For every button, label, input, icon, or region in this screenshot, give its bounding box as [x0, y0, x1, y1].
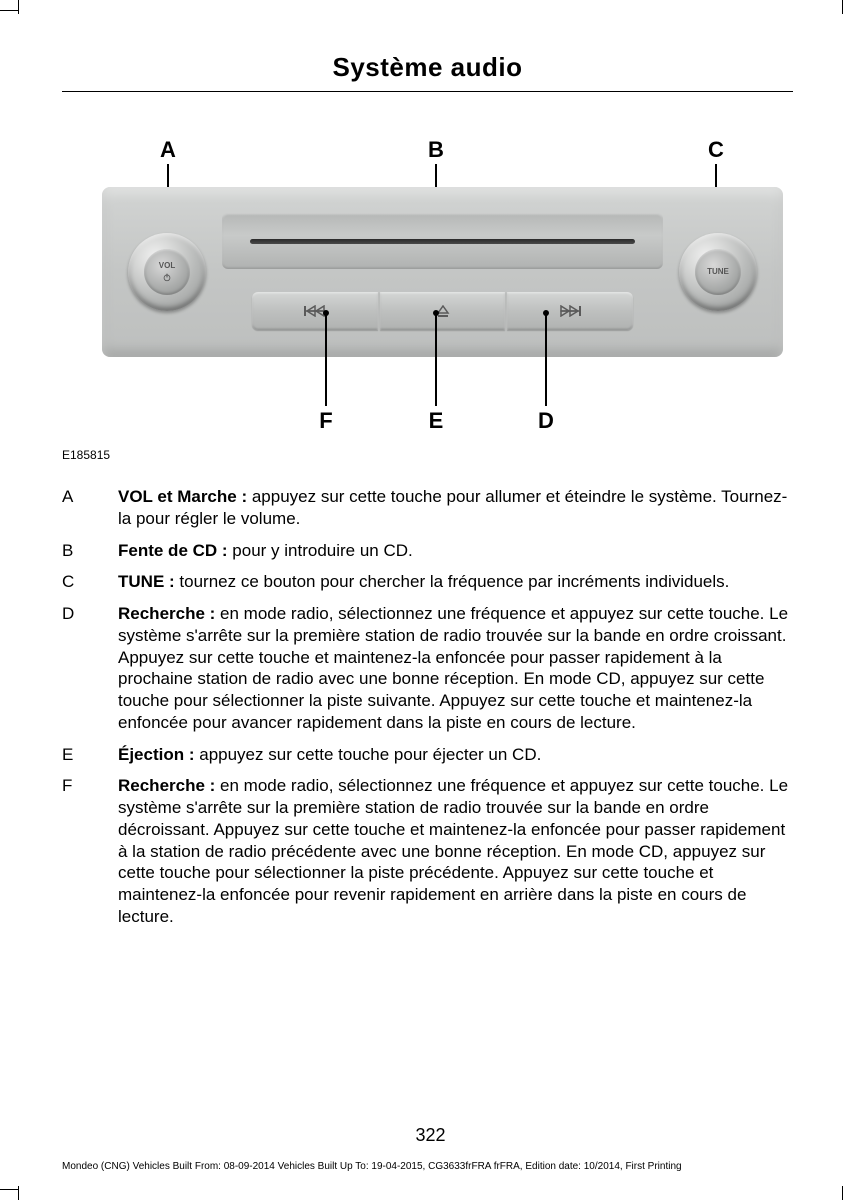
def-text: Éjection : appuyez sur cette touche pour…	[118, 744, 793, 766]
manual-page: Système audio A B C VOL	[0, 0, 861, 1200]
def-text: Fente de CD : pour y introduire un CD.	[118, 540, 793, 562]
footer-text: Mondeo (CNG) Vehicles Built From: 08-09-…	[62, 1161, 793, 1172]
def-letter: F	[62, 775, 118, 927]
def-letter: B	[62, 540, 118, 562]
def-text: Recherche : en mode radio, sélectionnez …	[118, 775, 793, 927]
def-letter: A	[62, 486, 118, 530]
page-title: Système audio	[62, 52, 793, 83]
button-row	[252, 292, 633, 330]
def-letter: E	[62, 744, 118, 766]
def-text: VOL et Marche : appuyez sur cette touche…	[118, 486, 793, 530]
callout-e: E	[424, 408, 448, 434]
def-row: A VOL et Marche : appuyez sur cette touc…	[62, 486, 793, 530]
def-row: F Recherche : en mode radio, sélectionne…	[62, 775, 793, 927]
callout-d: D	[534, 408, 558, 434]
power-icon	[162, 272, 172, 282]
vol-label: VOL	[159, 262, 175, 270]
tune-label: TUNE	[707, 268, 729, 276]
tune-knob: TUNE	[679, 233, 757, 311]
def-text: TUNE : tournez ce bouton pour chercher l…	[118, 571, 793, 593]
seek-forward-button	[507, 292, 633, 330]
cd-slot	[222, 213, 663, 269]
callout-a: A	[156, 137, 180, 163]
def-row: E Éjection : appuyez sur cette touche po…	[62, 744, 793, 766]
seek-forward-icon	[559, 305, 581, 317]
def-row: C TUNE : tournez ce bouton pour chercher…	[62, 571, 793, 593]
eject-button	[380, 292, 506, 330]
def-row: B Fente de CD : pour y introduire un CD.	[62, 540, 793, 562]
def-letter: D	[62, 603, 118, 734]
audio-panel: VOL TUNE	[102, 187, 783, 357]
def-letter: C	[62, 571, 118, 593]
definition-list: A VOL et Marche : appuyez sur cette touc…	[62, 486, 793, 928]
def-text: Recherche : en mode radio, sélectionnez …	[118, 603, 793, 734]
title-rule	[62, 91, 793, 92]
callout-b: B	[424, 137, 448, 163]
callout-f: F	[314, 408, 338, 434]
page-number: 322	[0, 1125, 861, 1146]
def-row: D Recherche : en mode radio, sélectionne…	[62, 603, 793, 734]
callout-c: C	[704, 137, 728, 163]
audio-panel-diagram: A B C VOL TUNE	[102, 142, 783, 452]
volume-knob: VOL	[128, 233, 206, 311]
seek-back-button	[252, 292, 378, 330]
